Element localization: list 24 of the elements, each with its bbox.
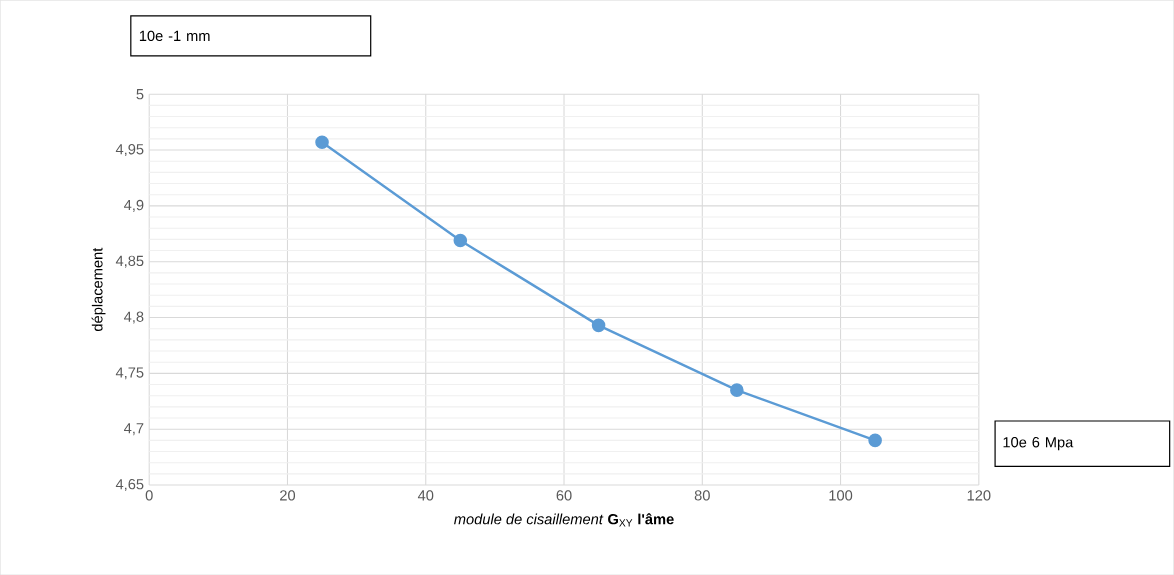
x-tick-label: 100 (829, 490, 853, 501)
y-tick-label: 4,95 (115, 143, 144, 156)
text: 10e 6 Mpa (1003, 436, 1074, 451)
x-tick-label: 80 (694, 490, 710, 501)
y-tick-label: 4,8 (124, 311, 144, 324)
y-tick-label: 5 (136, 89, 144, 100)
point (591, 318, 606, 333)
point (453, 233, 468, 248)
point (730, 383, 744, 397)
y-tick-label: 4,7 (124, 423, 144, 436)
x-tick-label: 20 (280, 490, 296, 501)
y-tick-label: 4,9 (124, 199, 144, 212)
point (315, 135, 329, 149)
x-axis-title: module de cisaillement G$_{XY}$ l'âme (454, 513, 674, 527)
y-tick-label: 4,75 (115, 367, 144, 380)
x-tick-label: 40 (417, 490, 434, 501)
y-axis-title: déplacement (91, 247, 106, 331)
x-tick-label: 0 (145, 490, 153, 501)
x-tick-label: 120 (967, 490, 991, 501)
y-tick-label: 4,85 (115, 255, 144, 268)
point (868, 433, 882, 448)
x-tick-label: 60 (556, 490, 572, 501)
text: 10e -1 mm (139, 30, 210, 41)
y-tick-label: 4,65 (115, 478, 144, 491)
